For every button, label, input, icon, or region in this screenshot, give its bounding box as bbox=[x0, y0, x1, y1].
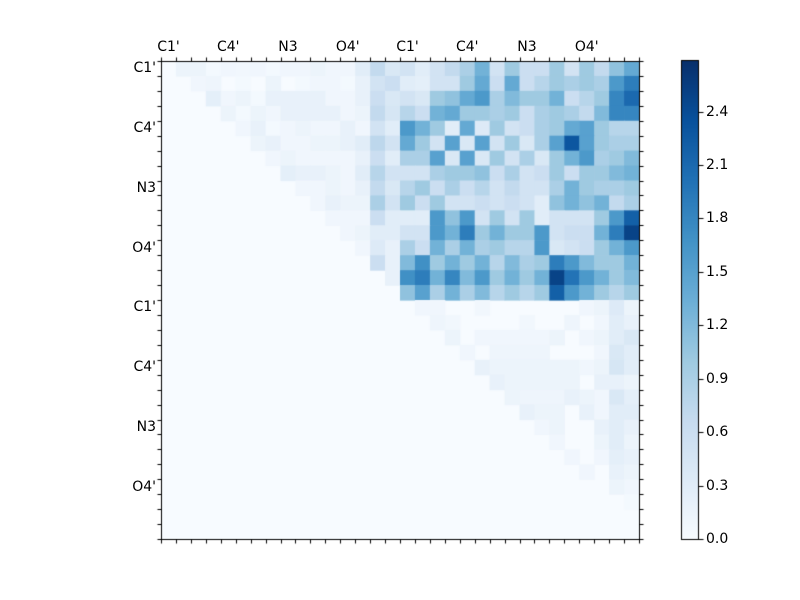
x-axis-tick-label: O4' bbox=[335, 39, 360, 55]
colorbar-tick-label: 0.0 bbox=[706, 531, 729, 547]
y-axis-tick-label: O4' bbox=[132, 478, 156, 495]
x-axis-tick-label: C4' bbox=[455, 39, 479, 55]
colorbar-tick-label: 2.4 bbox=[706, 103, 729, 120]
x-axis-tick-label: N3 bbox=[517, 39, 537, 55]
x-axis-tick-label: O4' bbox=[574, 39, 599, 55]
colorbar-tick-label: 1.8 bbox=[706, 210, 729, 227]
y-axis-tick-label: N3 bbox=[136, 418, 156, 435]
x-axis-tick-label: C1' bbox=[157, 39, 180, 55]
y-axis-tick-label: C4' bbox=[133, 359, 156, 376]
colorbar-tick-label: 0.9 bbox=[706, 370, 729, 387]
y-axis-tick-label: C1' bbox=[133, 60, 156, 77]
y-axis-tick-label: C4' bbox=[133, 120, 156, 137]
colorbar-tick-label: 0.6 bbox=[706, 424, 729, 441]
colorbar-tick-label: 1.2 bbox=[706, 317, 729, 334]
colorbar-tick-label: 1.5 bbox=[706, 263, 729, 280]
colorbar-tick-label: 2.1 bbox=[706, 157, 729, 174]
x-axis-tick-label: N3 bbox=[278, 39, 298, 55]
colorbar-tick-label: 0.3 bbox=[706, 477, 729, 494]
x-axis-tick-label: C1' bbox=[396, 39, 419, 55]
y-axis-tick-label: O4' bbox=[132, 239, 156, 256]
x-axis-tick-label: C4' bbox=[216, 39, 240, 55]
y-axis-tick-label: N3 bbox=[136, 179, 156, 196]
y-axis-tick-label: C1' bbox=[133, 299, 156, 316]
